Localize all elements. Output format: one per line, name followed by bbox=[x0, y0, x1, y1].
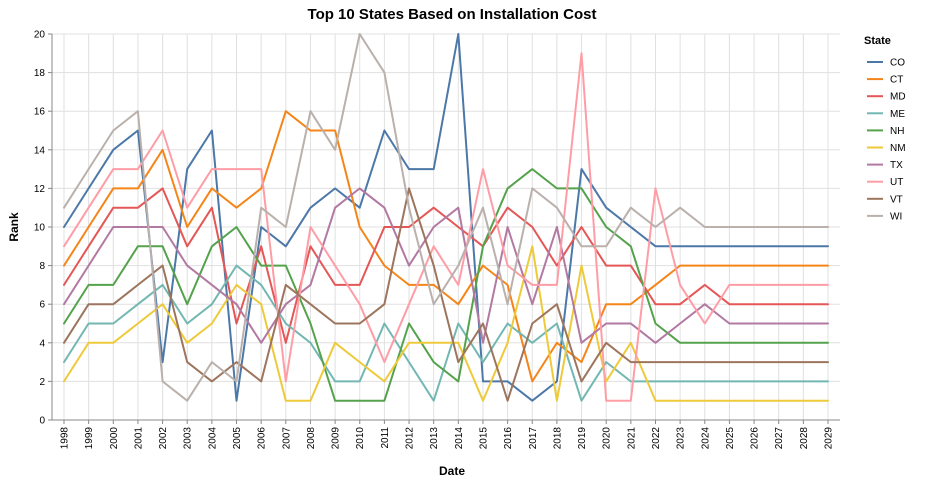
x-tick-label: 2005 bbox=[232, 427, 243, 450]
x-tick-label: 2021 bbox=[626, 427, 637, 450]
series-line-tx bbox=[63, 187, 829, 344]
legend-label-wi: WI bbox=[890, 211, 902, 222]
series-lines bbox=[63, 33, 829, 402]
x-tick-label: 2018 bbox=[552, 427, 563, 450]
x-tick-label: 2024 bbox=[700, 427, 711, 450]
series-line-ut bbox=[63, 52, 829, 402]
legend: State CO CT MD ME NH NM TX UT VT WI bbox=[864, 35, 906, 222]
y-tick-label: 2 bbox=[39, 377, 45, 388]
x-tick-label: 2010 bbox=[355, 427, 366, 450]
legend-title: State bbox=[864, 35, 891, 47]
series-line-nm bbox=[63, 245, 829, 402]
x-tick-label: 2008 bbox=[306, 427, 317, 450]
y-tick-label: 4 bbox=[39, 338, 45, 349]
legend-label-ut: UT bbox=[890, 177, 903, 188]
axes: 0 2 4 6 8 10 12 14 16 18 20 1998 1999 2000 2001 2002 200… bbox=[34, 30, 840, 450]
series-line-me bbox=[63, 264, 829, 402]
series-line-co bbox=[63, 33, 829, 402]
x-tick-label: 2002 bbox=[158, 427, 169, 450]
y-tick-label: 14 bbox=[34, 145, 46, 156]
x-tick-label: 2016 bbox=[503, 427, 514, 450]
x-tick-label: 2020 bbox=[602, 427, 613, 450]
x-tick-label: 2022 bbox=[651, 427, 662, 450]
series-line-ct bbox=[63, 110, 829, 383]
y-tick-label: 12 bbox=[34, 184, 46, 195]
legend-label-me: ME bbox=[890, 109, 905, 120]
x-tick-label: 2015 bbox=[478, 427, 489, 450]
x-tick-label: 2013 bbox=[429, 427, 440, 450]
legend-label-md: MD bbox=[890, 92, 906, 103]
y-tick-label: 20 bbox=[34, 30, 46, 41]
legend-label-vt: VT bbox=[890, 194, 903, 205]
x-tick-label: 2006 bbox=[257, 427, 268, 450]
series-line-vt bbox=[63, 187, 829, 402]
x-axis-title: Date bbox=[439, 464, 465, 478]
x-tick-label: 2004 bbox=[207, 427, 218, 450]
legend-label-ct: CT bbox=[890, 75, 903, 86]
x-tick-label: 2014 bbox=[454, 427, 465, 450]
legend-label-nm: NM bbox=[890, 143, 906, 154]
x-tick-label: 2007 bbox=[281, 427, 292, 450]
y-tick-label: 16 bbox=[34, 107, 46, 118]
x-tick-label: 1998 bbox=[60, 427, 71, 450]
x-tick-label: 2019 bbox=[577, 427, 588, 450]
x-tick-label: 2029 bbox=[824, 427, 835, 450]
y-axis-title: Rank bbox=[7, 212, 21, 242]
x-tick-label: 2026 bbox=[750, 427, 761, 450]
legend-label-nh: NH bbox=[890, 126, 904, 137]
chart-title: Top 10 States Based on Installation Cost bbox=[308, 6, 597, 23]
x-tick-label: 2001 bbox=[133, 427, 144, 450]
legend-label-co: CO bbox=[890, 58, 905, 69]
x-tick-label: 2003 bbox=[183, 427, 194, 450]
x-tick-label: 2009 bbox=[331, 427, 342, 450]
x-tick-label: 2027 bbox=[774, 427, 785, 450]
y-tick-label: 6 bbox=[39, 300, 45, 311]
x-tick-label: 2012 bbox=[405, 427, 416, 450]
y-tick-label: 18 bbox=[34, 68, 46, 79]
legend-label-tx: TX bbox=[890, 160, 903, 171]
series-line-nh bbox=[63, 168, 829, 402]
x-tick-label: 1999 bbox=[84, 427, 95, 450]
x-tick-label: 2017 bbox=[528, 427, 539, 450]
y-tick-label: 8 bbox=[39, 261, 45, 272]
y-tick-label: 10 bbox=[34, 223, 46, 234]
x-tick-label: 2025 bbox=[725, 427, 736, 450]
series-line-wi bbox=[63, 33, 829, 402]
x-tick-label: 2011 bbox=[380, 427, 391, 449]
x-tick-label: 2023 bbox=[676, 427, 687, 450]
x-tick-label: 2028 bbox=[799, 427, 810, 450]
x-tick-label: 2000 bbox=[109, 427, 120, 450]
y-tick-label: 0 bbox=[39, 416, 45, 427]
